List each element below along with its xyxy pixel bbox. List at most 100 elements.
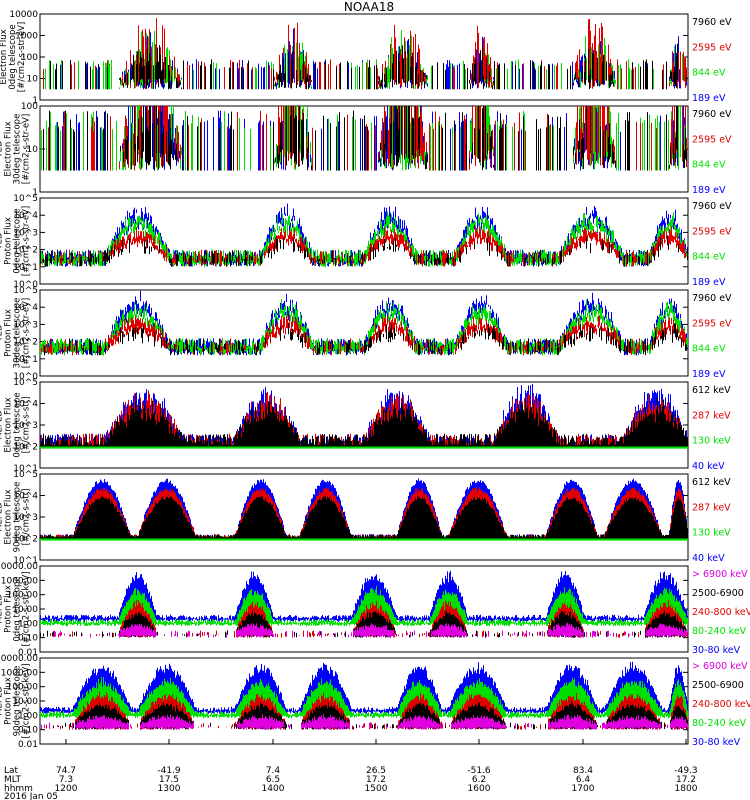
y-axis-label-line: 0deg telescope [8, 24, 18, 89]
y-tick-label: 10^5 [13, 194, 38, 204]
y-axis-label: MEPED Proton Flux 0deg telescope [#/cm2-s-s… [0, 572, 32, 647]
legend-entry: 612 keV [692, 477, 731, 488]
x-row-label: hhmm [4, 784, 33, 794]
y-axis-label-line: TED [0, 140, 5, 159]
y-axis-label-line: 90deg telescope [13, 482, 23, 553]
x-row-value: -49.3 [674, 766, 697, 776]
date-label: 2016 Jan 05 [4, 792, 58, 800]
legend-entry: 287 keV [692, 502, 731, 513]
legend-entry: 7960 eV [692, 17, 732, 28]
legend-entry: 844 eV [692, 252, 726, 263]
x-row-label: MLT [4, 775, 22, 785]
y-axis-label-line: 0deg telescope [13, 392, 23, 457]
legend-entry: 612 keV [692, 385, 731, 396]
legend-entry: 844 eV [692, 68, 726, 79]
x-row-value: 1600 [468, 784, 491, 794]
y-axis-label-line: Electron Flux [4, 397, 14, 452]
y-axis-label-line: [#/cm2-s-str] [22, 489, 32, 546]
y-axis-label: Electron Flux 0deg telescope [#/cm2-s-str-… [0, 22, 27, 92]
panel-4: 10^0 10^1 10^2 10^3 10^4 10^5 TED Proton Flux 30… [0, 286, 732, 382]
y-tick-label: 10^1 [13, 556, 38, 566]
y-tick-label: 0.10 [18, 634, 38, 644]
y-tick-label: 10^3 [13, 228, 38, 238]
y-tick-label: 1000.00 [1, 576, 38, 586]
legend-entry: 7960 eV [692, 109, 732, 120]
y-tick-label: 10^4 [13, 492, 38, 502]
legend-entry: 2595 eV [692, 318, 732, 329]
y-axis-label-line: 30deg telescope [13, 114, 23, 185]
y-tick-label: 10^4 [13, 211, 38, 221]
plot-area [41, 106, 687, 171]
y-tick-label: 10^5 [13, 470, 38, 480]
y-tick-label: 10000.00 [0, 654, 38, 664]
y-axis-label-line: [#/cm2-s-str] [22, 397, 32, 454]
y-tick-label: 10^2 [13, 338, 38, 348]
series-612-kev [40, 396, 688, 447]
y-axis-label-line: [#/cm2-s-str-eV] [22, 114, 32, 184]
plot-area [40, 478, 688, 541]
y-axis-label-line: Proton Flux [4, 217, 14, 265]
x-row-label: Lat [4, 766, 19, 776]
y-tick-label: 10000 [9, 10, 38, 20]
y-axis-label-line: [#/cm2-s-str-eV] [17, 22, 27, 92]
y-axis-label: TED Proton Flux 30deg telescope [#/cm2-s-st… [0, 298, 32, 369]
series-612-kev [40, 495, 688, 539]
y-tick-label: 10^2 [13, 535, 38, 545]
x-row-value: 26.5 [366, 766, 386, 776]
plot-area [40, 383, 688, 449]
y-tick-label: 10.00 [12, 605, 38, 615]
y-tick-label: 100 [21, 102, 38, 112]
y-axis-label-line: Proton Flux [4, 309, 14, 357]
legend-entry: 844 eV [692, 160, 726, 171]
y-tick-label: 10^2 [13, 443, 38, 453]
legend-entry: 240-800 keV [692, 607, 750, 618]
y-axis-label-line: 30deg telescope [13, 298, 23, 369]
legend-entry: 30-80 keV [692, 645, 741, 656]
x-row-value: 6.4 [576, 775, 591, 785]
y-tick-label: 10 [27, 145, 39, 155]
y-tick-label: 10000.00 [0, 562, 38, 572]
plot-area [40, 203, 688, 267]
y-axis-label-line: MEPED [0, 410, 5, 440]
panel-frame [39, 289, 689, 377]
y-axis-label-line: MEPED [0, 502, 5, 532]
y-axis-label: TED Electron Flux 30deg telescope [#/cm2-s-… [0, 114, 32, 185]
panel-5: 10^1 10^2 10^3 10^4 10^5 MEPED Electron Flux 0d… [0, 378, 731, 474]
legend-entry: 189 eV [692, 277, 726, 288]
legend-entry: > 6900 keV [692, 661, 748, 672]
x-row-value: 6.5 [266, 775, 280, 785]
legend-entry: 287 keV [692, 410, 731, 421]
legend-entry: 2500-6900 [692, 588, 744, 599]
legend-entry: 2500-6900 [692, 680, 744, 691]
series-7960-ev [43, 106, 687, 171]
y-tick-label: 100 [21, 53, 38, 63]
legend-entry: 189 eV [692, 369, 726, 380]
y-tick-label: 10 [27, 75, 39, 85]
y-axis-label-line: MEPED [0, 594, 5, 624]
legend-entry: 189 eV [692, 185, 726, 196]
y-tick-label: 1000 [15, 32, 38, 42]
y-axis-label: MEPED Electron Flux 90deg telescope [#/cm2-… [0, 482, 32, 553]
chart-title: NOAA18 [344, 0, 394, 14]
legend-entry: 240-800 keV [692, 699, 750, 710]
y-tick-label: 1 [32, 188, 38, 198]
plot-area [40, 570, 688, 638]
x-row-value: 17.5 [159, 775, 179, 785]
plot-area [40, 290, 688, 356]
y-tick-label: 10^1 [13, 355, 38, 365]
y-axis-label-line: MEPED [0, 686, 5, 716]
x-row-value: 74.7 [56, 766, 76, 776]
y-axis-label-line: Electron Flux [4, 121, 14, 176]
legend-entry: 189 eV [692, 93, 726, 104]
x-row-value: 1800 [675, 784, 698, 794]
y-axis-label-line: 90deg telescope [13, 666, 23, 737]
legend-entry: 30-80 keV [692, 737, 741, 748]
y-axis-label-line: Electron Flux [4, 489, 14, 544]
x-row-value: 1700 [572, 784, 595, 794]
legend-entry: > 6900 keV [692, 569, 748, 580]
y-tick-label: 10^0 [13, 280, 38, 290]
x-row-value: 17.2 [676, 775, 696, 785]
